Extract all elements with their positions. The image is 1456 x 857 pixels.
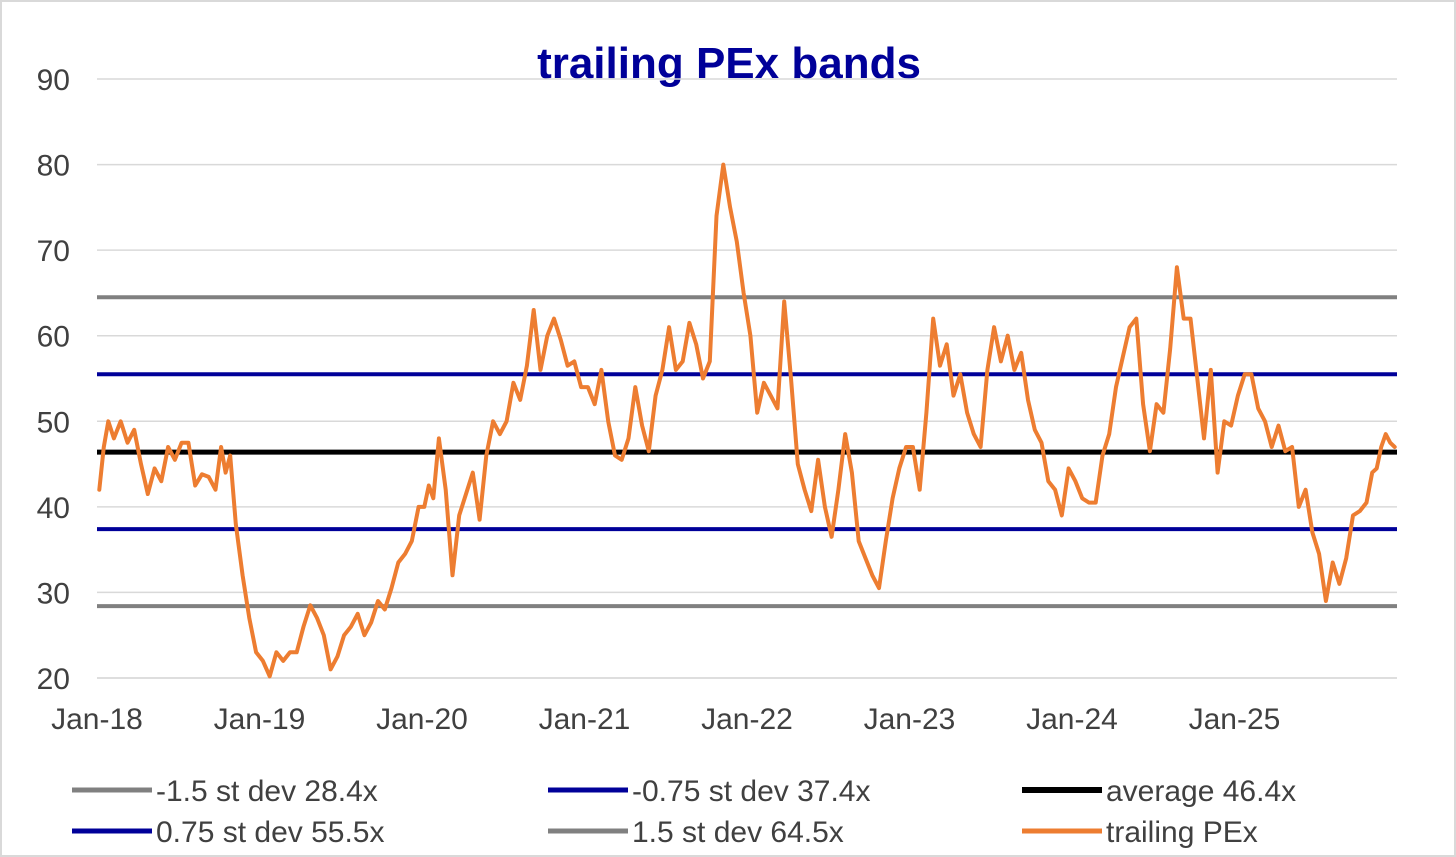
y-tick-label: 80: [37, 150, 70, 183]
legend: -1.5 st dev 28.4x -0.75 st dev 37.4x avera…: [72, 775, 1296, 849]
y-tick-label: 70: [37, 235, 70, 268]
series-line-0: [97, 162, 1397, 679]
x-tick-label: Jan-23: [864, 703, 956, 736]
x-tick-label: Jan-21: [539, 703, 631, 736]
y-tick-label: 50: [37, 406, 70, 439]
x-tick-label: Jan-25: [1189, 703, 1281, 736]
legend-label: -1.5 st dev 28.4x: [156, 775, 378, 808]
y-tick-label: 90: [37, 64, 70, 97]
x-tick-label: Jan-19: [214, 703, 306, 736]
y-axis: 20 30 40 50 60 70 80 90: [37, 64, 70, 696]
legend-label: trailing PEx: [1106, 816, 1258, 849]
legend-label: average 46.4x: [1106, 775, 1296, 808]
series-lines: [97, 162, 1397, 679]
y-tick-label: 20: [37, 663, 70, 696]
gridlines: [97, 78, 1397, 679]
x-tick-label: Jan-22: [701, 703, 793, 736]
legend-label: -0.75 st dev 37.4x: [632, 775, 870, 808]
band-lines: [97, 295, 1397, 609]
x-tick-label: Jan-20: [376, 703, 468, 736]
legend-label: 0.75 st dev 55.5x: [156, 816, 385, 849]
x-axis: Jan-18 Jan-19 Jan-20 Jan-21 Jan-22 Jan-23 Jan-…: [51, 677, 1397, 736]
x-tick-label: Jan-24: [1026, 703, 1118, 736]
legend-label: 1.5 st dev 64.5x: [632, 816, 844, 849]
chart-title: trailing PEx bands: [537, 39, 921, 88]
y-tick-label: 60: [37, 321, 70, 354]
y-tick-label: 40: [37, 492, 70, 525]
y-tick-label: 30: [37, 577, 70, 610]
x-tick-label: Jan-18: [51, 703, 143, 736]
